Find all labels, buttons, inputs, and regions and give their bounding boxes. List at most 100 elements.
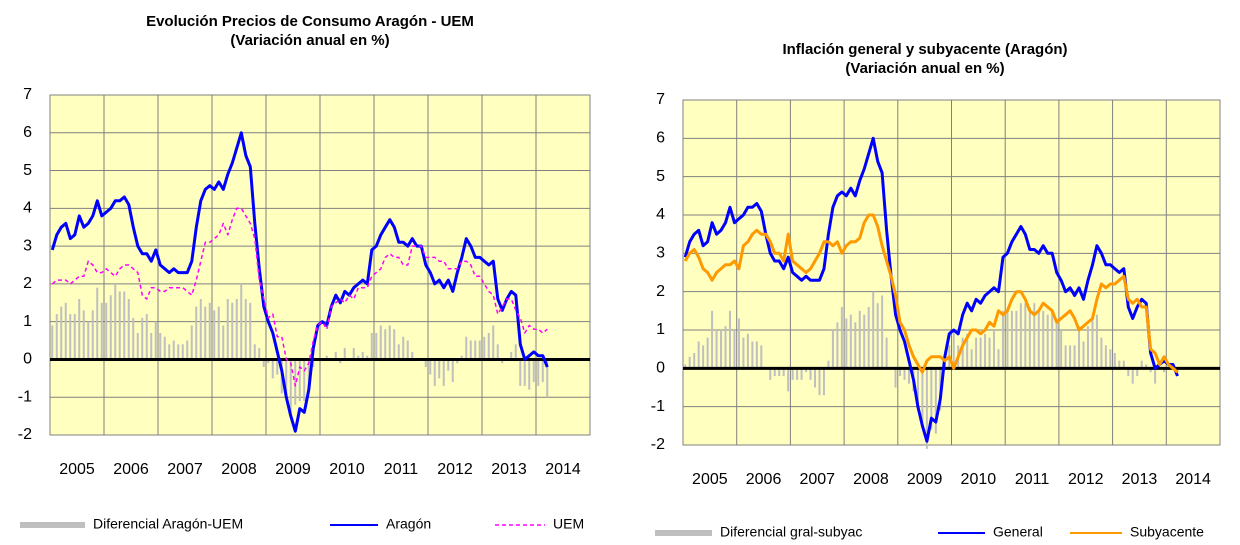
- bar: [163, 336, 166, 360]
- bar: [1127, 368, 1130, 376]
- bar: [1136, 368, 1139, 376]
- bar: [742, 337, 745, 369]
- bar: [127, 299, 130, 360]
- bar: [778, 368, 781, 376]
- bar: [925, 368, 928, 449]
- bar: [487, 333, 490, 360]
- bar: [379, 325, 382, 360]
- bar: [528, 359, 531, 390]
- bar: [840, 307, 843, 369]
- bar: [285, 359, 288, 398]
- bar: [1078, 326, 1081, 369]
- bar: [177, 344, 180, 360]
- chart-title: Evolución Precios de Consumo Aragón - UE…: [146, 13, 474, 30]
- bar: [894, 368, 897, 388]
- bar: [69, 314, 72, 360]
- bar: [100, 302, 103, 360]
- legend-label: Diferencial gral-subyac: [720, 524, 862, 540]
- y-tick-label: 0: [23, 351, 32, 368]
- x-tick-label: 2010: [329, 461, 365, 478]
- bar: [849, 314, 852, 369]
- chart-subtitle: (Variación anual en %): [845, 60, 1004, 77]
- series-line: [50, 131, 549, 433]
- series-line: [683, 213, 1179, 374]
- y-tick-label: 4: [23, 200, 32, 217]
- bar: [118, 291, 121, 360]
- bar: [760, 345, 763, 369]
- x-tick-label: 2013: [1122, 471, 1158, 488]
- x-tick-label: 2010: [961, 471, 997, 488]
- y-tick-label: -2: [18, 426, 32, 443]
- bar: [339, 359, 342, 364]
- bar: [492, 325, 495, 360]
- bar: [1060, 330, 1063, 369]
- bar: [769, 368, 772, 380]
- bar: [746, 333, 749, 369]
- bar: [1131, 368, 1134, 384]
- bar: [988, 337, 991, 369]
- bar: [150, 333, 153, 360]
- bar: [483, 336, 486, 360]
- x-tick-label: 2008: [853, 471, 889, 488]
- bar: [204, 306, 207, 360]
- bar: [818, 368, 821, 396]
- x-tick-label: 2014: [1175, 471, 1211, 488]
- y-tick-label: -1: [651, 398, 665, 415]
- bar: [966, 333, 969, 369]
- bar: [1100, 337, 1103, 369]
- bar: [984, 333, 987, 369]
- bar: [836, 322, 839, 369]
- bar: [523, 359, 526, 386]
- y-tick-label: 2: [656, 283, 665, 300]
- bar: [1140, 360, 1143, 369]
- bar: [496, 344, 499, 360]
- bar: [1033, 303, 1036, 369]
- bar: [82, 310, 85, 360]
- bar: [190, 325, 193, 360]
- bar: [822, 368, 825, 396]
- bar: [501, 359, 504, 364]
- bar: [51, 325, 54, 360]
- bar: [267, 359, 270, 364]
- bar: [294, 359, 297, 405]
- bar: [411, 351, 414, 360]
- bar: [73, 314, 76, 360]
- bar: [298, 359, 301, 401]
- bar: [244, 299, 247, 360]
- bar: [805, 368, 808, 373]
- bar: [697, 341, 700, 369]
- bar: [258, 348, 261, 360]
- bar: [145, 314, 148, 360]
- bar: [361, 351, 364, 360]
- bar: [921, 368, 924, 422]
- bar: [1073, 345, 1076, 369]
- bar: [537, 359, 540, 386]
- bar: [456, 359, 459, 364]
- bar: [384, 329, 387, 360]
- bar: [1154, 368, 1157, 384]
- legend-swatch: [655, 530, 712, 536]
- bar: [55, 314, 58, 360]
- bar: [393, 329, 396, 360]
- bar: [231, 302, 234, 360]
- bar: [451, 359, 454, 383]
- bar: [755, 341, 758, 369]
- bar: [541, 359, 544, 383]
- bar: [858, 310, 861, 369]
- bar: [1019, 303, 1022, 369]
- chart: Inflación general y subyacente (Aragón) (…: [651, 41, 1221, 540]
- bar: [800, 368, 803, 380]
- bar: [872, 291, 875, 369]
- bar: [702, 345, 705, 369]
- bar: [78, 299, 81, 360]
- bar: [791, 368, 794, 380]
- bar: [429, 359, 432, 375]
- y-tick-label: 3: [23, 237, 32, 254]
- bar: [863, 314, 866, 369]
- bar: [154, 321, 157, 360]
- y-tick-label: 6: [656, 130, 665, 147]
- bar: [787, 368, 790, 392]
- bar: [262, 359, 265, 367]
- legend-label: Subyacente: [1130, 524, 1204, 540]
- bar: [312, 359, 315, 367]
